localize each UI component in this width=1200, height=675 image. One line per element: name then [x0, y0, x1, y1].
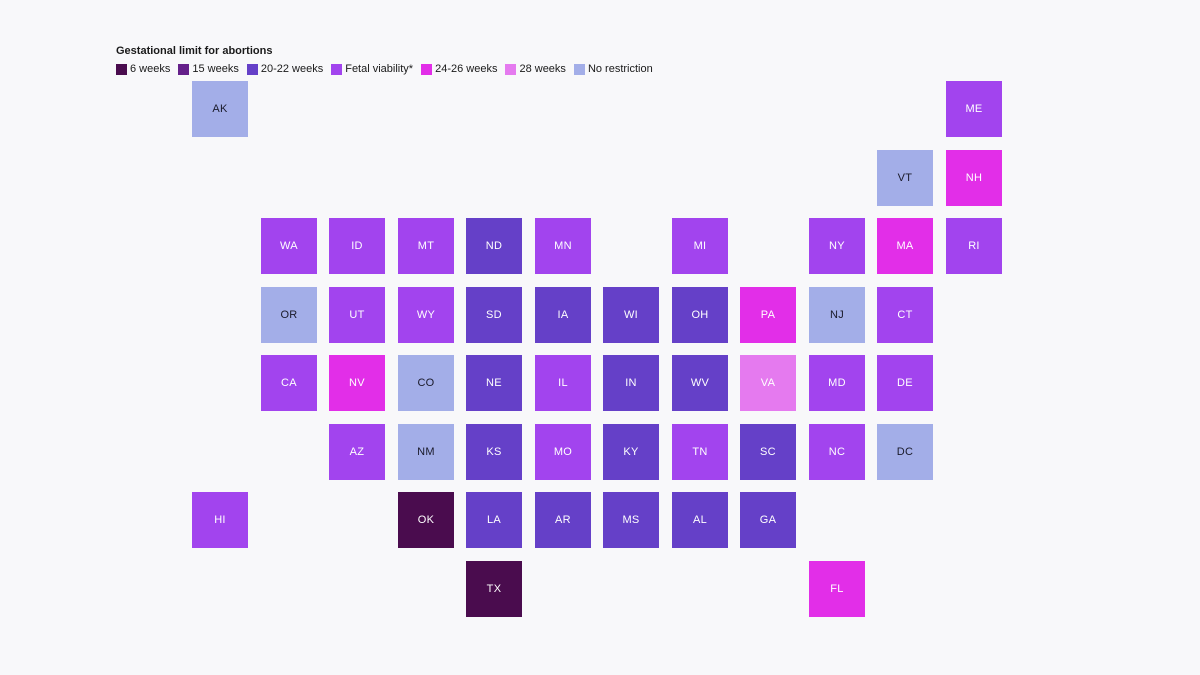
state-tile-oh[interactable]: OH — [672, 287, 728, 343]
state-tile-il[interactable]: IL — [535, 355, 591, 411]
legend: 6 weeks 15 weeks 20-22 weeks Fetal viabi… — [116, 63, 653, 75]
legend-swatch — [116, 63, 127, 75]
state-tile-ne[interactable]: NE — [466, 355, 522, 411]
state-tile-fl[interactable]: FL — [809, 561, 865, 617]
legend-swatch — [246, 63, 258, 75]
state-tile-ks[interactable]: KS — [466, 424, 522, 480]
legend-swatch — [331, 63, 343, 75]
state-tile-nc[interactable]: NC — [809, 424, 865, 480]
legend-swatch — [178, 63, 190, 75]
state-tile-ma[interactable]: MA — [877, 218, 933, 274]
state-tile-mn[interactable]: MN — [535, 218, 591, 274]
legend-item-15-weeks: 15 weeks — [178, 63, 239, 75]
state-tile-mo[interactable]: MO — [535, 424, 591, 480]
legend-item-fetal-viability: Fetal viability* — [331, 63, 413, 75]
legend-label: No restriction — [587, 63, 653, 75]
legend-item-no-restriction: No restriction — [573, 63, 653, 75]
state-tile-md[interactable]: MD — [809, 355, 865, 411]
state-tile-nm[interactable]: NM — [398, 424, 454, 480]
legend-label: 6 weeks — [130, 63, 171, 75]
state-tile-mt[interactable]: MT — [398, 218, 454, 274]
state-tile-ny[interactable]: NY — [809, 218, 865, 274]
state-tile-ak[interactable]: AK — [192, 81, 248, 137]
state-tile-wa[interactable]: WA — [261, 218, 317, 274]
legend-item-24-26-weeks: 24-26 weeks — [421, 63, 497, 75]
legend-item-20-22-weeks: 20-22 weeks — [246, 63, 324, 75]
state-tile-nd[interactable]: ND — [466, 218, 522, 274]
legend-label: Fetal viability* — [345, 63, 414, 75]
legend-swatch — [573, 63, 585, 75]
state-tile-ms[interactable]: MS — [603, 492, 659, 548]
legend-swatch — [505, 63, 517, 75]
state-tile-ri[interactable]: RI — [946, 218, 1002, 274]
state-tile-tx[interactable]: TX — [466, 561, 522, 617]
legend-label: 24-26 weeks — [435, 63, 498, 75]
legend-label: 20-22 weeks — [260, 63, 324, 75]
state-tile-tn[interactable]: TN — [672, 424, 728, 480]
legend-item-6-weeks: 6 weeks — [116, 63, 170, 75]
state-tile-in[interactable]: IN — [603, 355, 659, 411]
state-tile-la[interactable]: LA — [466, 492, 522, 548]
state-tile-ok[interactable]: OK — [398, 492, 454, 548]
state-tile-id[interactable]: ID — [329, 218, 385, 274]
state-tile-vt[interactable]: VT — [877, 150, 933, 206]
state-tile-ca[interactable]: CA — [261, 355, 317, 411]
state-tile-wy[interactable]: WY — [398, 287, 454, 343]
state-tile-or[interactable]: OR — [261, 287, 317, 343]
state-tile-mi[interactable]: MI — [672, 218, 728, 274]
legend-swatch — [421, 63, 433, 75]
state-tile-sd[interactable]: SD — [466, 287, 522, 343]
state-tile-co[interactable]: CO — [398, 355, 454, 411]
legend-label: 28 weeks — [519, 63, 566, 75]
state-tile-nj[interactable]: NJ — [809, 287, 865, 343]
state-tile-az[interactable]: AZ — [329, 424, 385, 480]
state-tile-nv[interactable]: NV — [329, 355, 385, 411]
state-tile-me[interactable]: ME — [946, 81, 1002, 137]
state-tile-wi[interactable]: WI — [603, 287, 659, 343]
state-tile-sc[interactable]: SC — [740, 424, 796, 480]
state-tile-ut[interactable]: UT — [329, 287, 385, 343]
state-tile-wv[interactable]: WV — [672, 355, 728, 411]
state-tile-ar[interactable]: AR — [535, 492, 591, 548]
map-title: Gestational limit for abortions — [116, 45, 273, 57]
state-tile-va[interactable]: VA — [740, 355, 796, 411]
state-tile-ky[interactable]: KY — [603, 424, 659, 480]
state-tile-ct[interactable]: CT — [877, 287, 933, 343]
state-tile-nh[interactable]: NH — [946, 150, 1002, 206]
state-tile-de[interactable]: DE — [877, 355, 933, 411]
state-tile-al[interactable]: AL — [672, 492, 728, 548]
state-tile-ga[interactable]: GA — [740, 492, 796, 548]
state-tile-hi[interactable]: HI — [192, 492, 248, 548]
legend-item-28-weeks: 28 weeks — [505, 63, 566, 75]
state-tile-ia[interactable]: IA — [535, 287, 591, 343]
state-tile-pa[interactable]: PA — [740, 287, 796, 343]
state-tile-dc[interactable]: DC — [877, 424, 933, 480]
legend-label: 15 weeks — [192, 63, 239, 75]
